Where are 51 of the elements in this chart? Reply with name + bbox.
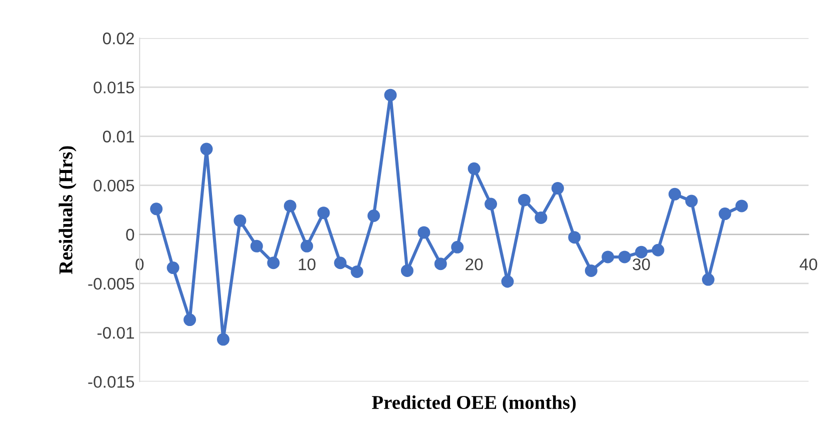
point [200, 142, 213, 156]
point [350, 265, 364, 278]
point [668, 188, 682, 200]
y-tick-label: 0.01 [102, 130, 134, 142]
point [367, 210, 380, 222]
y-tick-label: 0.02 [102, 32, 134, 44]
point [334, 256, 347, 270]
point [501, 275, 514, 288]
point [434, 258, 447, 270]
point [267, 256, 280, 270]
point [400, 264, 414, 277]
point [234, 214, 246, 227]
y-tick-label: 0 [126, 228, 134, 241]
point [250, 240, 263, 252]
point [584, 264, 598, 277]
point [652, 244, 664, 256]
point [534, 211, 548, 224]
point [468, 162, 480, 175]
point [618, 250, 631, 264]
point [735, 200, 748, 212]
x-tick-label: 10 [298, 258, 316, 270]
x-axis-title: Predicted OEE (months) [372, 395, 576, 413]
point [635, 246, 648, 258]
x-tick-label: 0 [136, 258, 144, 270]
y-tick-label: -0.005 [88, 278, 134, 290]
y-axis-title: Residuals (Hrs) [58, 146, 76, 274]
y-tick-label: 0.015 [94, 82, 134, 94]
point [451, 240, 464, 254]
point [284, 200, 296, 212]
point [166, 262, 180, 274]
point [718, 208, 732, 220]
point [384, 88, 397, 102]
x-tick-label: 40 [800, 258, 818, 270]
point [602, 250, 614, 264]
point [418, 226, 430, 239]
point [484, 198, 498, 210]
x-tick-label: 30 [632, 258, 650, 270]
y-tick-label: -0.015 [88, 376, 134, 388]
point [518, 194, 531, 206]
y-tick-label: -0.01 [98, 326, 134, 339]
point [685, 194, 698, 208]
point [184, 314, 196, 326]
point [702, 273, 714, 286]
point [216, 333, 230, 346]
point [317, 206, 330, 220]
point [150, 202, 163, 216]
y-tick-label: 0.005 [94, 180, 134, 192]
point [300, 240, 314, 252]
point [568, 231, 581, 244]
point [551, 182, 564, 195]
x-tick-label: 20 [466, 258, 483, 270]
